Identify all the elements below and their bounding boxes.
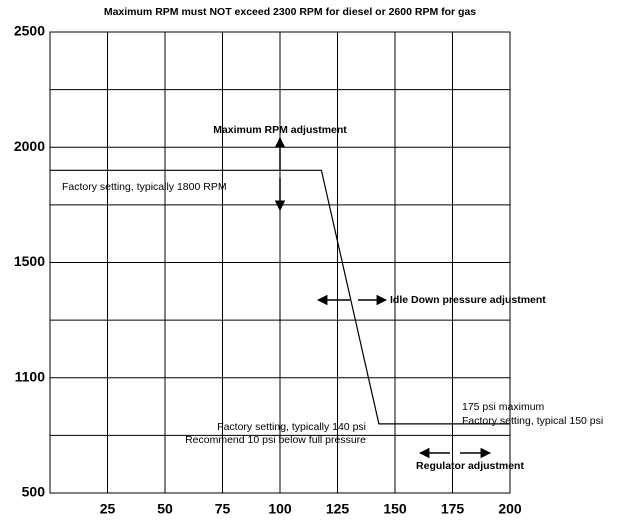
x-tick-label: 175 <box>441 501 465 517</box>
annotation: Regulator adjustment <box>416 460 524 472</box>
x-tick-label: 200 <box>498 501 522 517</box>
y-tick-label: 500 <box>22 484 46 500</box>
y-tick-label: 1100 <box>15 368 46 384</box>
series-line <box>50 169 510 425</box>
x-tick-label: 100 <box>268 501 292 517</box>
annotation: Recommend 10 psi below full pressure <box>185 434 366 446</box>
arrows <box>274 136 492 459</box>
grid <box>49 31 511 494</box>
x-tick-label: 75 <box>215 501 231 517</box>
annotation: Idle Down pressure adjustment <box>390 294 546 306</box>
x-tick-label: 125 <box>326 501 350 517</box>
chart-title: Maximum RPM must NOT exceed 2300 RPM for… <box>104 6 476 18</box>
y-tick-label: 1500 <box>14 253 45 269</box>
annotation: Maximum RPM adjustment <box>213 124 347 136</box>
x-tick-label: 25 <box>100 501 116 517</box>
annotation: Factory setting, typically 1800 RPM <box>62 181 227 193</box>
annotation: Factory setting, typical 150 psi <box>462 415 603 427</box>
y-tick-label: 2500 <box>14 23 45 39</box>
x-tick-label: 50 <box>157 501 173 517</box>
y-tick-label: 2000 <box>14 138 45 154</box>
annotation: 175 psi maximum <box>462 401 545 413</box>
x-tick-label: 150 <box>383 501 407 517</box>
annotation: Factory setting, typically 140 psi <box>217 421 366 433</box>
